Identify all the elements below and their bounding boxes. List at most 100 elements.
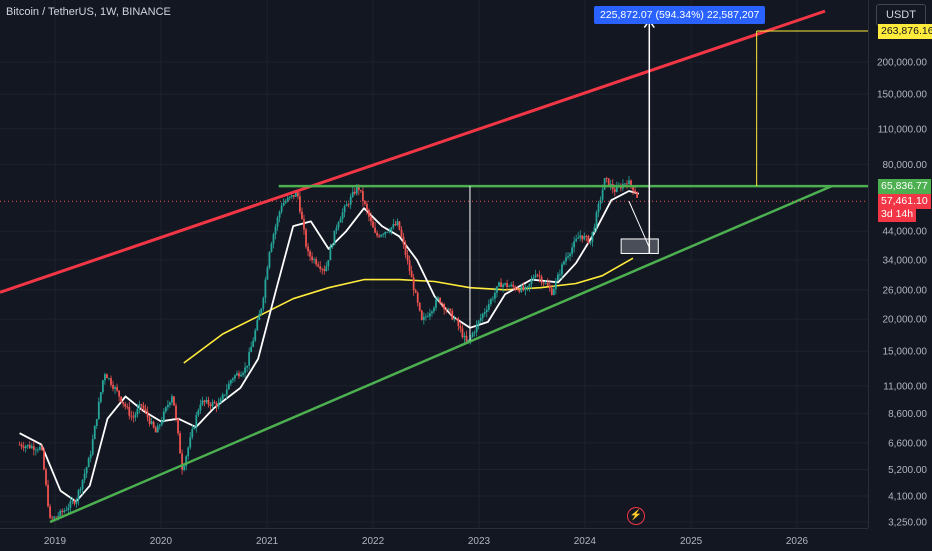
candle-body: [569, 253, 571, 257]
candle: [108, 377, 110, 381]
time-tick-label: 2023: [468, 536, 491, 547]
candle-body: [571, 247, 574, 254]
candle: [272, 232, 275, 249]
candle: [435, 296, 437, 311]
price-tick-label: 6,600.00: [888, 438, 927, 449]
price-tick-label: 11,000.00: [883, 381, 927, 392]
candle-body: [185, 456, 188, 467]
candle: [412, 273, 415, 296]
candle-body: [556, 274, 559, 281]
candle: [359, 189, 362, 193]
candle-body: [347, 204, 350, 206]
candle: [396, 218, 399, 227]
candle: [368, 208, 370, 222]
candle-body: [325, 266, 328, 272]
candle-body: [532, 277, 535, 280]
candle: [597, 201, 600, 218]
candle: [148, 415, 151, 427]
candle: [311, 252, 314, 264]
candle-body: [294, 192, 297, 197]
price-tick-label: 20,000.00: [883, 315, 928, 326]
candle-body: [502, 284, 504, 288]
candle-body: [384, 231, 387, 235]
candle: [305, 227, 307, 249]
candle-body: [554, 280, 557, 290]
candle: [347, 202, 350, 208]
target-price-tag: 263,876.16: [878, 24, 932, 40]
time-axis[interactable]: 2019 2020 2021 2022 2023 2024 2025 2026: [0, 528, 868, 551]
candle: [110, 375, 112, 388]
candle-body: [260, 308, 263, 314]
candle-body: [353, 191, 356, 194]
candle-body: [87, 458, 90, 468]
candle-body: [542, 282, 545, 284]
candle-body: [372, 221, 374, 228]
lightning-icon[interactable]: ⚡: [627, 507, 645, 525]
candle-body: [445, 309, 448, 311]
candle: [329, 243, 332, 261]
green-support-line: [49, 184, 833, 524]
candle: [288, 196, 291, 201]
candle: [87, 456, 90, 468]
trend-drawings[interactable]: [0, 9, 868, 524]
candle-body: [290, 195, 293, 197]
candle: [20, 442, 23, 450]
candle-body: [130, 415, 133, 417]
candle-body: [550, 288, 553, 295]
candle: [236, 370, 238, 376]
candle: [439, 297, 441, 305]
candle: [130, 410, 133, 421]
candle: [55, 516, 58, 518]
candle-body: [591, 231, 594, 242]
candle-body: [453, 318, 456, 320]
candle: [319, 261, 322, 273]
candle-body: [30, 446, 33, 449]
projection-box: [620, 238, 659, 254]
price-axis[interactable]: 3,250.00 4,100.00 5,200.00 6,600.00 8,600.00…: [868, 0, 932, 528]
candle-body: [227, 383, 230, 390]
candle-body: [546, 283, 549, 286]
candle: [455, 317, 458, 321]
candle-body: [374, 227, 376, 233]
candle-body: [252, 340, 255, 347]
price-chart[interactable]: [0, 0, 868, 528]
candle-body: [231, 378, 234, 381]
candle: [173, 396, 175, 406]
candle: [238, 370, 240, 379]
candle-body: [169, 402, 171, 405]
candle: [554, 277, 557, 295]
candle: [429, 308, 431, 321]
candle: [577, 232, 580, 239]
candle-body: [296, 192, 299, 197]
candle: [282, 198, 285, 207]
candle: [378, 233, 381, 239]
candle-body: [195, 415, 198, 428]
candle: [514, 285, 517, 292]
candle: [483, 308, 486, 317]
candle-body: [81, 479, 84, 489]
candle: [45, 467, 47, 487]
candle-body: [361, 191, 364, 202]
candle-body: [489, 299, 492, 305]
candle: [189, 432, 192, 450]
candle: [459, 321, 462, 333]
candle: [193, 425, 196, 430]
candle: [207, 396, 210, 408]
candle: [504, 282, 506, 287]
candle: [171, 394, 173, 406]
candle: [120, 396, 123, 403]
candle-body: [85, 467, 88, 474]
candle-body: [408, 260, 411, 272]
candle-body: [575, 238, 578, 242]
currency-button[interactable]: USDT: [876, 4, 926, 26]
candle: [506, 279, 509, 290]
candle-body: [636, 192, 639, 198]
candle-body: [238, 373, 240, 377]
candle-body: [561, 264, 563, 275]
candle-body: [175, 405, 177, 419]
candle-body: [613, 189, 616, 192]
candle-body: [544, 283, 547, 285]
candle: [89, 450, 92, 463]
candle-body: [563, 261, 565, 265]
candle: [118, 390, 121, 402]
